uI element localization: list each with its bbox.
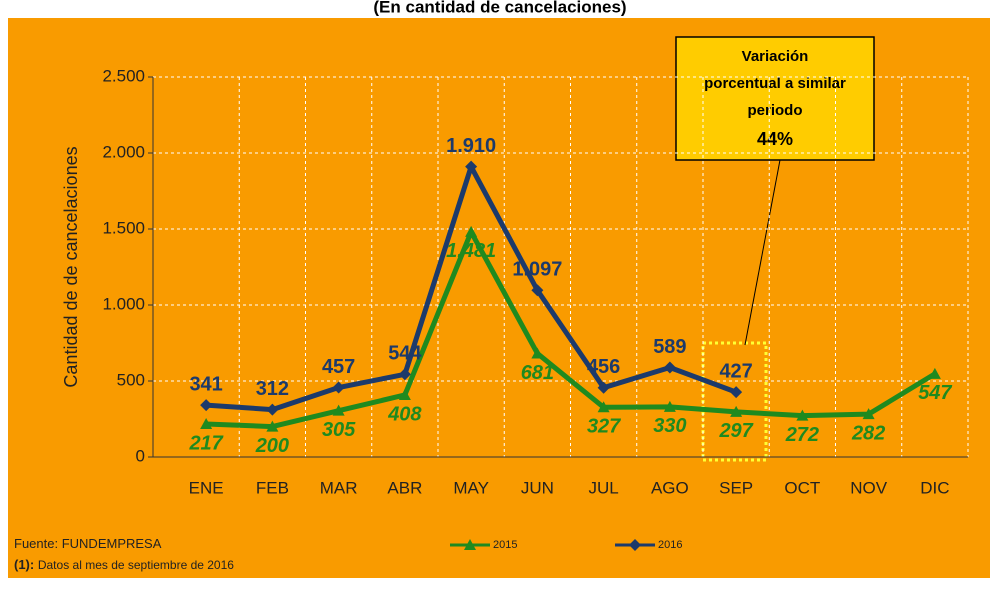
data-label: 427 — [719, 360, 752, 382]
point — [266, 420, 279, 432]
data-label: 282 — [851, 422, 885, 444]
x-tick-label: JUN — [521, 478, 554, 497]
y-tick-label: 500 — [117, 370, 145, 389]
point — [200, 418, 213, 430]
data-label: 681 — [521, 362, 554, 384]
x-tick-label: MAR — [320, 478, 358, 497]
source-text: FUNDEMPRESA — [62, 536, 162, 551]
point — [266, 403, 279, 416]
chart-subtitle: (En cantidad de cancelaciones) — [373, 0, 626, 16]
data-label: 1.481 — [446, 240, 496, 262]
data-label: 547 — [918, 382, 952, 404]
x-tick-label: NOV — [850, 478, 888, 497]
point — [465, 160, 478, 173]
y-tick-label: 2.500 — [102, 66, 145, 85]
series-line — [206, 229, 937, 430]
y-tick-label: 1.000 — [102, 294, 145, 313]
callout-line — [744, 159, 781, 346]
legend-label: 2015 — [493, 539, 517, 551]
x-tick-label: OCT — [784, 478, 820, 497]
point — [597, 381, 610, 394]
data-label: 457 — [322, 356, 355, 378]
data-label: 341 — [189, 373, 222, 395]
data-label: 217 — [188, 432, 223, 454]
x-tick-label: JUL — [589, 478, 619, 497]
data-label: 200 — [255, 435, 289, 457]
data-label: 1.097 — [512, 259, 562, 281]
data-label: 327 — [587, 416, 621, 438]
note-label: (1): — [14, 557, 34, 572]
y-tick-label: 2.000 — [102, 142, 145, 161]
annotation-text: porcentual a similar — [704, 75, 846, 92]
data-label: 272 — [785, 424, 819, 446]
source-label: Fuente: — [14, 536, 58, 551]
point — [398, 388, 411, 400]
data-label: 305 — [322, 419, 356, 441]
point — [200, 399, 213, 412]
data-label: 312 — [256, 378, 289, 400]
point — [663, 400, 676, 412]
y-tick-label: 0 — [136, 446, 145, 465]
annotation-box — [675, 36, 875, 161]
point — [862, 408, 875, 420]
legend-marker — [629, 539, 641, 551]
source: Fuente: FUNDEMPRESA — [14, 536, 162, 551]
y-axis-label: Cantidad de de cancelaciones — [61, 146, 81, 387]
x-tick-label: MAY — [453, 478, 489, 497]
data-label: 544 — [388, 343, 422, 365]
y-tick-label: 1.500 — [102, 218, 145, 237]
annotation-text: periodo — [748, 102, 803, 119]
point — [332, 404, 345, 416]
note: (1): Datos al mes de septiembre de 2016 — [14, 557, 234, 572]
point — [730, 386, 743, 399]
data-label: 408 — [387, 403, 422, 425]
point — [531, 284, 544, 297]
data-label: 330 — [653, 415, 686, 437]
legend-label: 2016 — [658, 539, 682, 551]
data-label: 1.910 — [446, 135, 496, 157]
note-text: Datos al mes de septiembre de 2016 — [38, 558, 234, 572]
point — [398, 368, 411, 381]
data-label: 589 — [653, 336, 686, 358]
x-tick-label: DIC — [920, 478, 949, 497]
point — [332, 381, 345, 394]
legend-marker — [464, 539, 476, 550]
point — [663, 361, 676, 374]
x-tick-label: ENE — [189, 478, 224, 497]
point — [730, 405, 743, 417]
point — [597, 401, 610, 413]
data-label: 456 — [587, 356, 620, 378]
annotation-value: 44% — [757, 129, 793, 149]
x-tick-label: SEP — [719, 478, 753, 497]
point — [531, 347, 544, 359]
annotation-text: Variación — [742, 48, 809, 65]
x-tick-label: ABR — [387, 478, 422, 497]
point — [796, 409, 809, 421]
x-tick-label: FEB — [256, 478, 289, 497]
point — [465, 225, 478, 237]
point — [928, 367, 941, 379]
data-label: 297 — [718, 420, 753, 442]
x-tick-label: AGO — [651, 478, 689, 497]
